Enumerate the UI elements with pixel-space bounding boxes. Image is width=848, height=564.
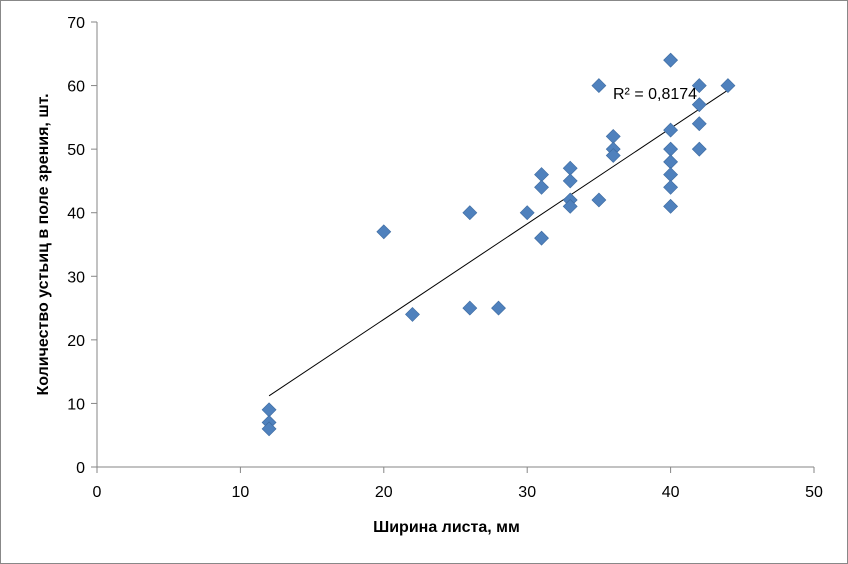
y-tick-label: 30 — [67, 269, 85, 286]
data-point — [534, 230, 549, 246]
data-point — [605, 148, 621, 163]
data-point — [534, 167, 549, 182]
data-point — [591, 192, 607, 208]
x-tick-label: 50 — [805, 484, 823, 501]
data-point — [691, 116, 707, 132]
y-axis-title: Количество устьиц в поле зрения, шт. — [35, 93, 52, 395]
data-point — [462, 205, 478, 221]
x-tick-label: 20 — [375, 484, 393, 501]
trendline-group — [268, 89, 729, 397]
data-point — [663, 198, 679, 214]
data-point — [663, 154, 679, 170]
trendline — [268, 89, 729, 397]
data-point — [691, 97, 707, 113]
tick-labels: 0 10 20 30 40 50 60 70 0 10 20 30 40 50 — [67, 15, 823, 501]
data-point — [405, 307, 420, 322]
data-point — [462, 300, 478, 316]
y-tick-label: 20 — [67, 333, 85, 350]
axes — [91, 21, 815, 473]
data-point — [605, 129, 621, 144]
r-squared-label: R² = 0,8174 — [613, 86, 697, 103]
y-tick-label: 40 — [67, 206, 85, 223]
y-tick-label: 70 — [67, 15, 85, 32]
y-tick-label: 50 — [67, 142, 85, 159]
data-point — [691, 141, 707, 157]
data-point — [376, 224, 392, 240]
data-point — [720, 78, 736, 93]
data-point — [562, 173, 578, 189]
data-point — [534, 179, 549, 195]
data-point — [261, 421, 277, 437]
x-axis-title: Ширина листа, мм — [373, 519, 520, 536]
x-tick-label: 40 — [662, 484, 680, 501]
data-point — [663, 52, 679, 68]
data-points — [261, 52, 736, 437]
x-tick-label: 10 — [232, 484, 250, 501]
data-point — [663, 179, 679, 195]
data-point — [562, 198, 578, 214]
data-point — [261, 402, 277, 418]
data-point — [663, 141, 679, 157]
data-point — [591, 78, 607, 93]
data-point — [663, 122, 679, 138]
data-point — [562, 160, 578, 176]
data-point — [663, 167, 679, 182]
data-point — [519, 205, 535, 221]
y-tick-label: 0 — [76, 460, 85, 477]
y-tick-label: 60 — [67, 79, 85, 96]
data-point — [491, 300, 506, 316]
x-tick-label: 0 — [93, 484, 102, 501]
data-point — [691, 78, 707, 93]
y-tick-label: 10 — [67, 396, 85, 413]
x-tick-label: 30 — [518, 484, 536, 501]
